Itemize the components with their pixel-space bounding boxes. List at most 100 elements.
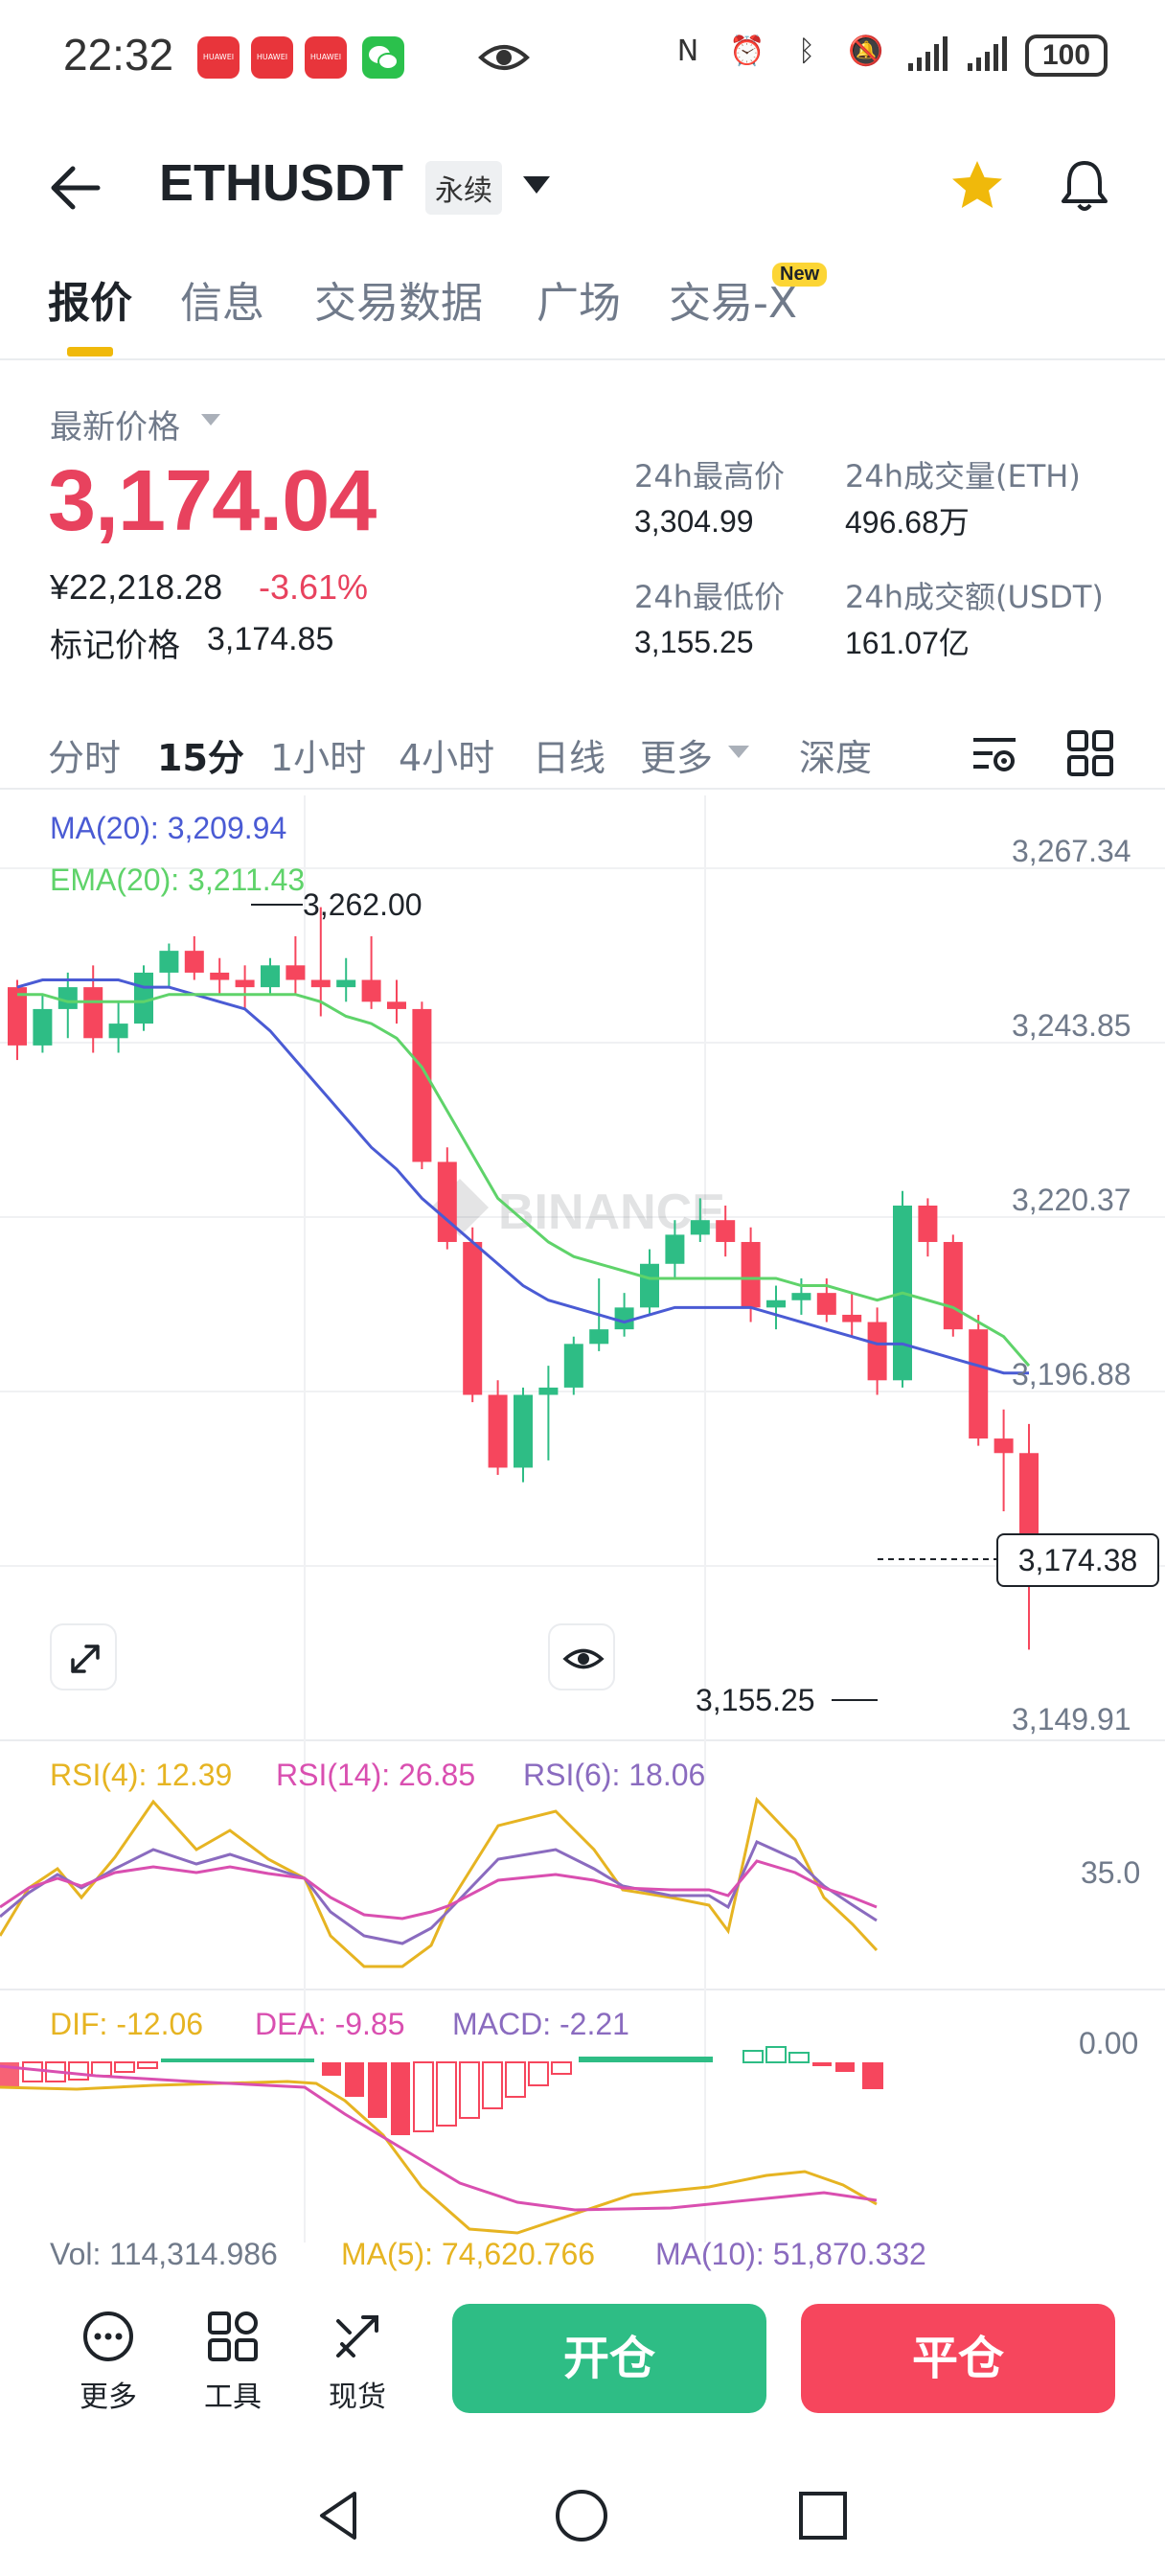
bluetooth-icon: ᛒ <box>798 34 815 68</box>
eye-toggle-button[interactable] <box>548 1623 615 1690</box>
indicator-settings-icon[interactable] <box>968 726 1021 780</box>
expand-chart-button[interactable] <box>50 1623 117 1690</box>
back-button[interactable] <box>44 159 111 217</box>
nav-home-icon[interactable] <box>548 2482 615 2549</box>
candle-body <box>184 951 204 973</box>
nfc-icon: N <box>676 34 699 68</box>
dif-line <box>0 2080 878 2235</box>
close-position-button[interactable]: 平仓 <box>801 2304 1115 2413</box>
active-tab-indicator <box>67 347 113 356</box>
header: ETHUSDT 永续 <box>0 134 1165 240</box>
high-24h-label: 24h最高价 <box>634 458 786 494</box>
candle-body <box>716 1220 736 1242</box>
candle-body <box>943 1241 963 1330</box>
price-axis-label: 3,243.85 <box>1012 1008 1131 1043</box>
candle-body <box>235 979 255 988</box>
caret-down-icon[interactable] <box>201 414 220 426</box>
mark-price: 3,174.85 <box>207 621 334 657</box>
rsi6-legend: RSI(6): 18.06 <box>523 1758 706 1792</box>
macd-legend: MACD: -2.21 <box>452 2007 629 2041</box>
tools-grid-icon <box>208 2312 258 2361</box>
favorite-star-icon[interactable] <box>947 155 1008 217</box>
ma20-line <box>16 978 1029 1375</box>
candle-body <box>83 987 103 1039</box>
candle-body <box>867 1322 887 1381</box>
alarm-icon: ⏰ <box>729 34 765 68</box>
volume-24h-label: 24h成交量(ETH) <box>845 458 1081 494</box>
bottom-action-bar: 更多 工具 现货 开仓 平仓 <box>0 2290 1165 2434</box>
eye-icon <box>562 1648 605 1669</box>
current-price-label[interactable]: 3,174.38 <box>996 1533 1159 1587</box>
candle-body <box>210 972 230 980</box>
grid-layout-icon[interactable] <box>1063 726 1117 780</box>
contract-type-badge: 永续 <box>425 161 502 215</box>
candle-body <box>412 1008 432 1162</box>
mark-price-label: 标记价格 <box>50 627 180 665</box>
change-percent: -3.61% <box>259 567 369 607</box>
tools-label: 工具 <box>204 2380 262 2414</box>
signal-icon <box>966 34 1007 77</box>
candle-body <box>994 1438 1014 1454</box>
macd-axis-label: 0.00 <box>1079 2026 1139 2060</box>
symbol-title[interactable]: ETHUSDT <box>159 154 403 212</box>
candle-body <box>842 1314 862 1322</box>
more-dots-icon <box>83 2312 133 2361</box>
tab-trade-x[interactable]: 交易-X <box>669 279 798 328</box>
chart-canvas[interactable]: BINANCE <box>0 795 1165 2262</box>
high-price-marker: 3,262.00 <box>303 887 423 922</box>
open-position-button[interactable]: 开仓 <box>452 2304 766 2413</box>
volume-24h-value: 496.68万 <box>845 505 970 540</box>
interval-1d[interactable]: 日线 <box>533 737 606 779</box>
battery-icon: 100 <box>1025 34 1108 77</box>
caret-down-icon[interactable] <box>728 746 749 758</box>
kline-chart[interactable]: BINANCE <box>0 795 1165 2271</box>
huawei-notification-icon: HUAWEI <box>305 36 347 79</box>
tab-trading-data[interactable]: 交易数据 <box>314 279 483 328</box>
candle-body <box>134 972 153 1024</box>
tools-button[interactable]: 工具 <box>190 2308 276 2415</box>
latest-price-label[interactable]: 最新价格 <box>50 408 180 447</box>
price-axis-label: 3,149.91 <box>1012 1702 1131 1736</box>
candle-body <box>488 1394 508 1468</box>
candle-body <box>640 1263 659 1308</box>
interval-15m[interactable]: 15分 <box>157 737 244 779</box>
turnover-24h-label: 24h成交额(USDT) <box>845 579 1104 615</box>
candle-body <box>108 1024 128 1039</box>
interval-4h[interactable]: 4小时 <box>399 737 495 779</box>
more-button[interactable]: 更多 <box>65 2308 151 2415</box>
interval-timeline[interactable]: 分时 <box>48 737 122 779</box>
interval-depth[interactable]: 深度 <box>799 737 873 779</box>
candle-body <box>310 979 331 988</box>
ema20-line <box>17 993 1031 1368</box>
candle-body <box>261 965 280 988</box>
nav-back-icon[interactable] <box>307 2482 374 2549</box>
turnover-24h-value: 161.07亿 <box>845 626 970 660</box>
nav-recents-icon[interactable] <box>789 2482 857 2549</box>
interval-bar: 分时 15分 1小时 4小时 日线 更多 深度 <box>0 721 1165 790</box>
symbol-dropdown-icon[interactable] <box>523 176 550 194</box>
tab-square[interactable]: 广场 <box>537 279 621 328</box>
rsi4-legend: RSI(4): 12.39 <box>50 1758 233 1792</box>
candle-body <box>1019 1453 1039 1549</box>
wechat-icon <box>362 36 404 79</box>
interval-more[interactable]: 更多 <box>640 737 714 779</box>
spot-button[interactable]: 现货 <box>314 2308 400 2415</box>
main-tabs: 报价 信息 交易数据 广场 交易-X New <box>0 259 1165 360</box>
swap-arrows-icon <box>336 2315 378 2358</box>
more-label: 更多 <box>80 2380 137 2414</box>
candle-body <box>387 1001 406 1009</box>
candle-body <box>286 965 306 980</box>
price-axis-label: 3,267.34 <box>1012 834 1131 868</box>
candle-body <box>8 987 27 1046</box>
binance-watermark: BINANCE <box>431 1179 725 1240</box>
rsi14-line <box>0 1859 878 1920</box>
tab-quote[interactable]: 报价 <box>48 279 132 328</box>
eye-status-icon <box>477 36 531 82</box>
dea-line <box>0 2064 878 2212</box>
tab-info[interactable]: 信息 <box>180 279 264 328</box>
system-icons: N ⏰ ᛒ 🔕 100 <box>669 34 1108 77</box>
rsi14-legend: RSI(14): 26.85 <box>276 1758 476 1792</box>
interval-1h[interactable]: 1小时 <box>270 737 367 779</box>
candle-body <box>361 979 381 1002</box>
bell-icon[interactable] <box>1054 155 1115 217</box>
